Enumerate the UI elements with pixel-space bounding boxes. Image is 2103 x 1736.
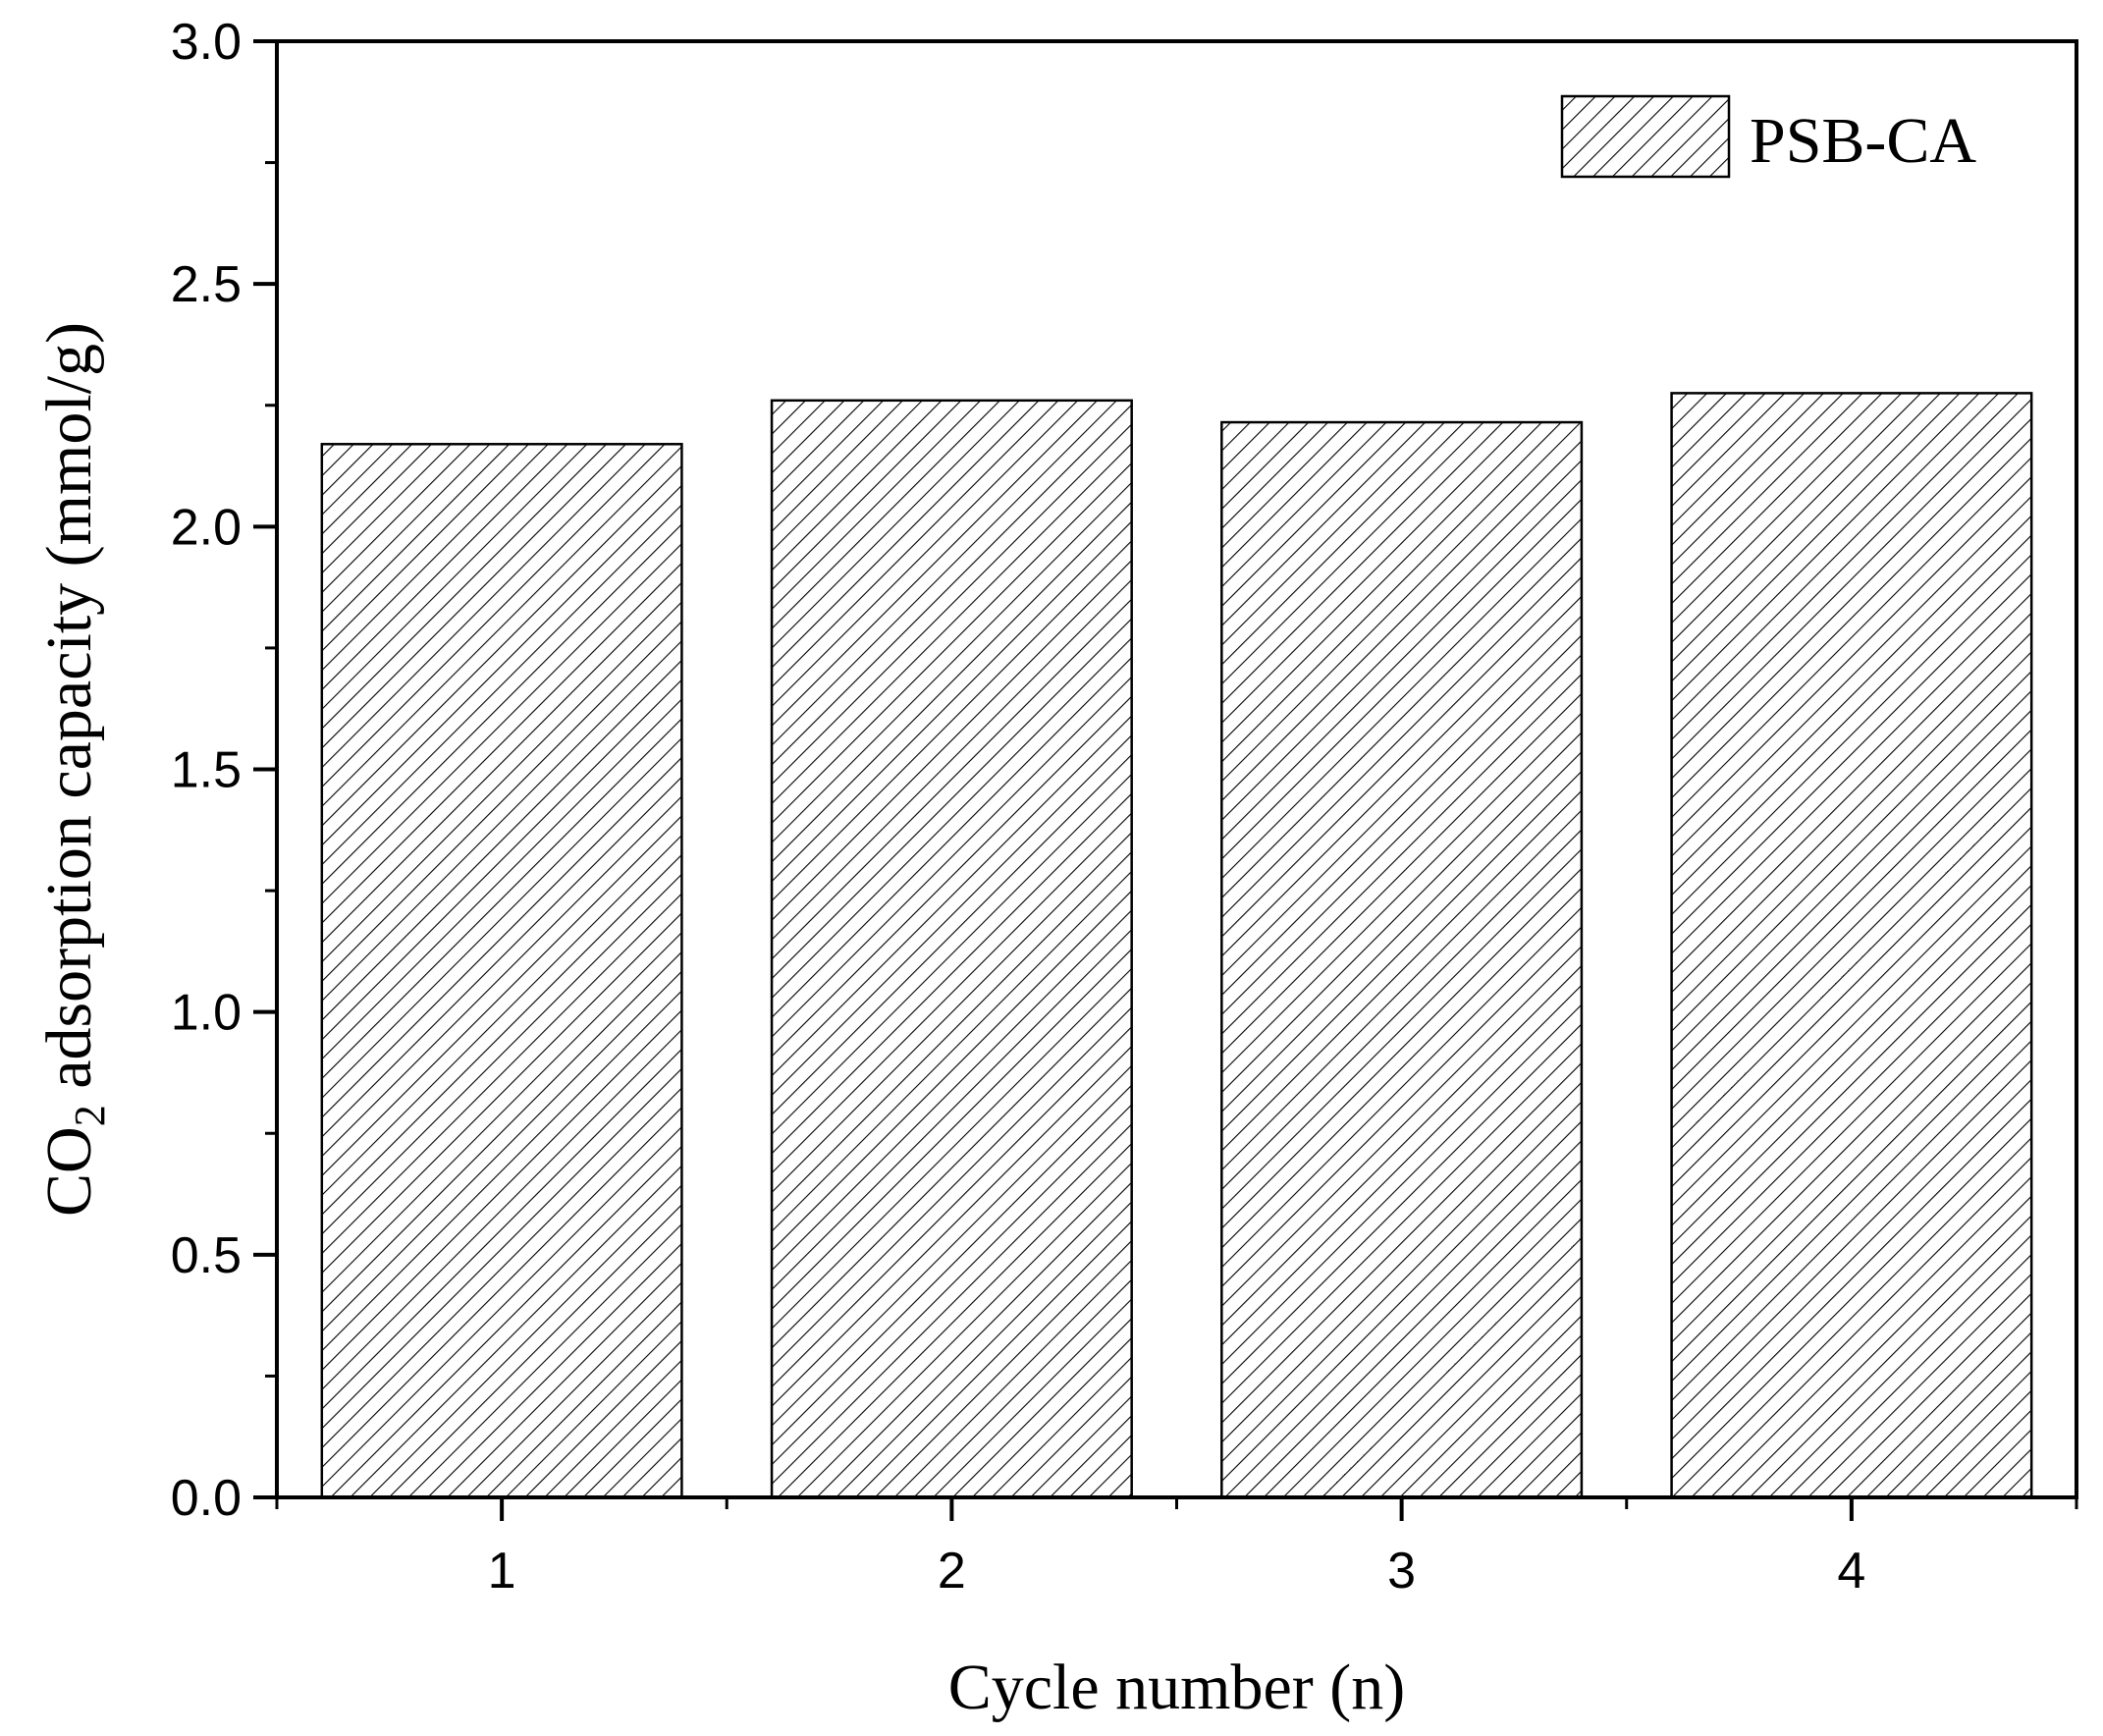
y-axis-title-subscript: 2: [66, 1105, 114, 1126]
legend: PSB-CA: [1560, 94, 1976, 179]
x-axis-ticks: 1 2 3 4: [275, 1497, 2078, 1600]
bar-cycle-2: [770, 399, 1133, 1499]
x-tick-label: 2: [938, 1543, 966, 1600]
y-tick-label: 3.0: [171, 14, 242, 71]
y-tick-label: 1.0: [171, 985, 242, 1042]
x-tick-label: 4: [1837, 1543, 1865, 1600]
y-tick-label: 0.5: [171, 1227, 242, 1284]
y-axis-title: CO2 adsorption capacity (mmol/g): [33, 322, 114, 1217]
y-axis-title-suffix: adsorption capacity (mmol/g): [33, 322, 105, 1105]
y-tick-label: 1.5: [171, 742, 242, 799]
bar-cycle-3: [1220, 420, 1584, 1499]
x-tick-label: 3: [1387, 1543, 1416, 1600]
y-axis-ticks: 0.0 0.5 1.0 1.5 2.0 2.5 3.0: [171, 14, 277, 1527]
bar-cycle-4: [1670, 392, 2033, 1499]
y-tick-label: 0.0: [171, 1470, 242, 1527]
legend-label: PSB-CA: [1750, 105, 1976, 177]
y-tick-label: 2.0: [171, 499, 242, 556]
bar-cycle-1: [320, 443, 683, 1499]
x-tick-label: 1: [488, 1543, 516, 1600]
y-tick-label: 2.5: [171, 256, 242, 313]
legend-swatch: [1560, 94, 1731, 179]
y-axis-title-prefix: CO: [33, 1126, 105, 1217]
bar-group: [320, 392, 2033, 1499]
x-axis-title: Cycle number (n): [948, 1652, 1406, 1723]
